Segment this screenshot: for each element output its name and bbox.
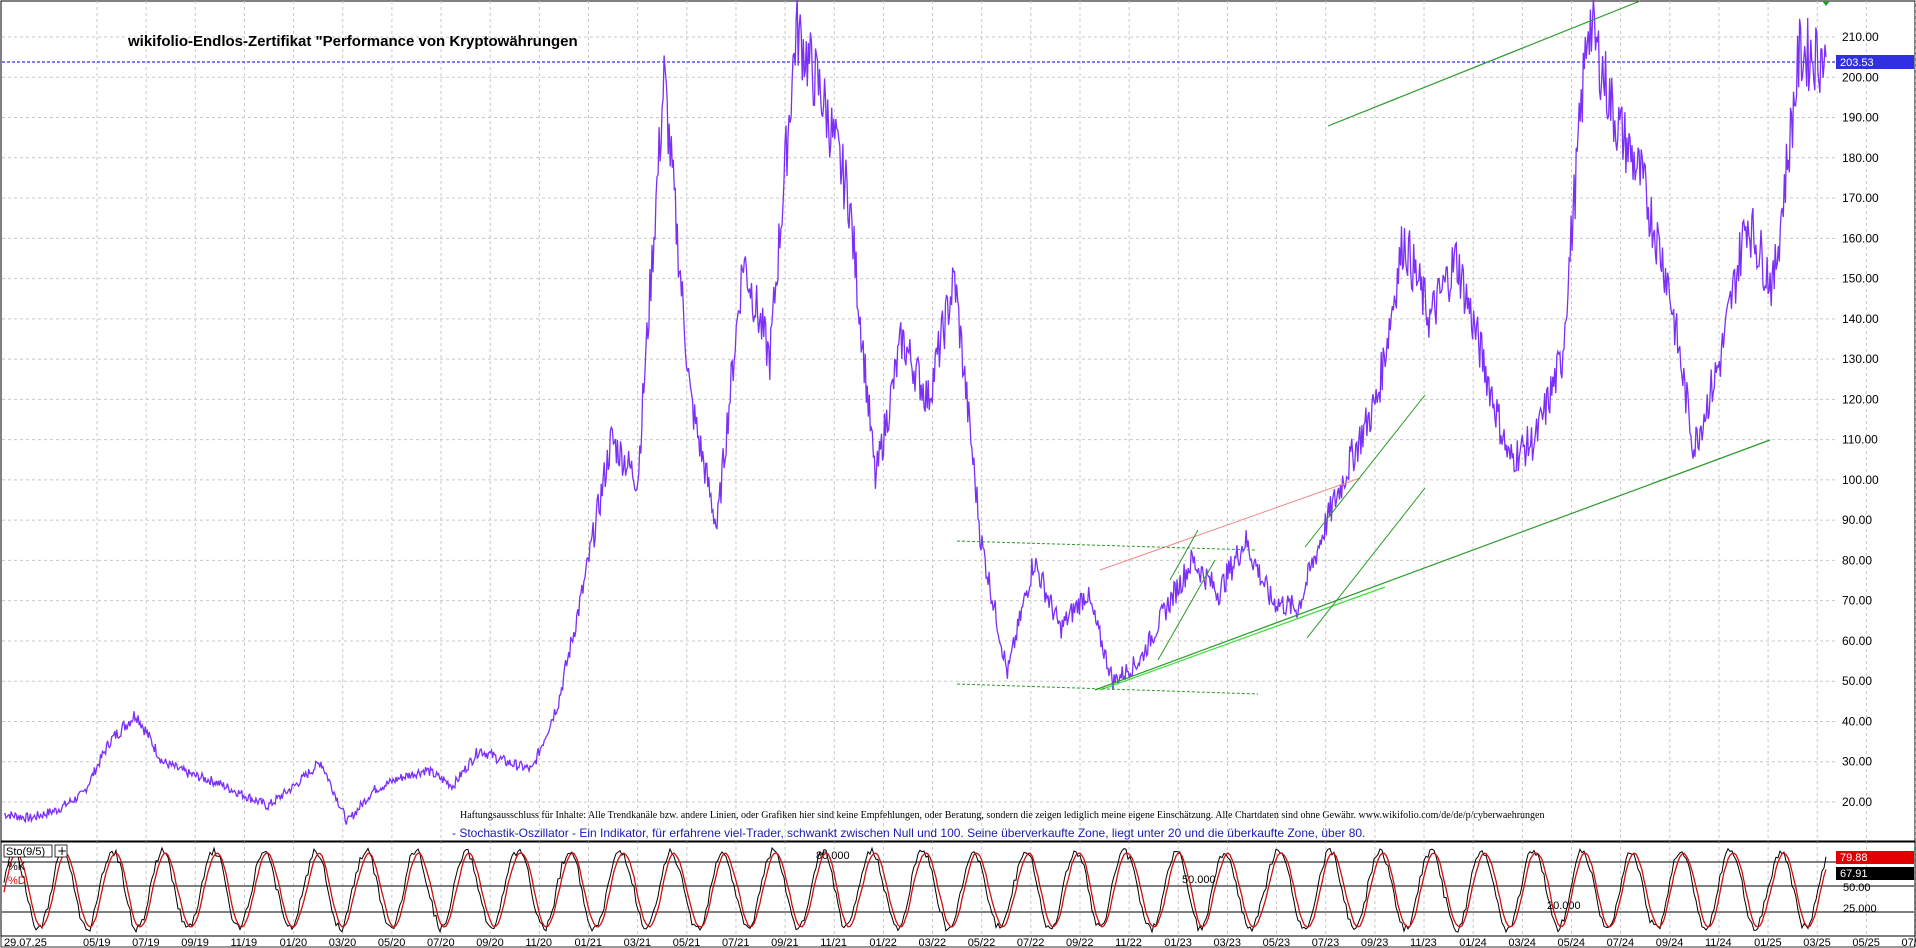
x-tick-label: 07/21 <box>722 937 750 948</box>
x-tick-label: 07/25 <box>1902 937 1916 948</box>
x-tick-label: 09/20 <box>476 937 504 948</box>
trendline-resistance-red <box>1099 477 1361 571</box>
x-tick-label: 11/20 <box>525 937 552 948</box>
y-tick-label: 210.00 <box>1842 30 1879 44</box>
plus-icon: + <box>57 844 67 858</box>
stoch-d-legend: %D <box>8 875 26 887</box>
x-tick-label: 11/21 <box>820 937 847 948</box>
y-tick-label: 100.00 <box>1842 473 1879 487</box>
x-tick-label: 05/25 <box>1852 937 1880 948</box>
trendline-range-bottom <box>956 683 1259 695</box>
trendline-upper-channel <box>1327 0 1641 127</box>
current-price-badge <box>1836 55 1914 69</box>
stoch-d-line <box>3 852 1827 928</box>
stoch-axis-mid: 50.00 <box>1843 882 1871 894</box>
trendline-channel-a-upper <box>1169 529 1199 581</box>
y-tick-label: 130.00 <box>1842 352 1879 366</box>
trendline-lower-channel <box>1094 439 1771 691</box>
stoch-axis-low: 25.000 <box>1843 903 1877 915</box>
x-tick-label: 11/22 <box>1115 937 1142 948</box>
price-panel <box>0 0 1916 842</box>
x-tick-label: 05/23 <box>1263 937 1291 948</box>
stoch-d-badge <box>1836 851 1914 864</box>
x-tick-label: 03/20 <box>329 937 357 948</box>
y-tick-label: 60.00 <box>1842 634 1872 648</box>
y-tick-label: 40.00 <box>1842 714 1872 728</box>
x-tick-label: 11/23 <box>1410 937 1437 948</box>
x-tick-label: 09/24 <box>1656 937 1684 948</box>
y-tick-label: 90.00 <box>1842 513 1872 527</box>
x-tick-label: 07/20 <box>427 937 455 948</box>
x-tick-label: 03/21 <box>624 937 652 948</box>
time-axis-panel <box>0 935 1916 948</box>
chart-title: wikifolio-Endlos-Zertifikat "Performance… <box>127 33 578 50</box>
disclaimer-text: Haftungsausschluss für Inhalte: Alle Tre… <box>460 810 1545 821</box>
x-tick-label: 01/21 <box>575 937 603 948</box>
trendlines <box>956 0 1771 695</box>
x-tick-label: 07/23 <box>1312 937 1340 948</box>
y-tick-label: 20.00 <box>1842 795 1872 809</box>
trendline-channel-b-lower <box>1306 487 1426 639</box>
x-tick-label: 05/21 <box>673 937 701 948</box>
x-tick-label: 09/22 <box>1066 937 1094 948</box>
stoch-k-legend: %K <box>8 861 26 873</box>
y-tick-label: 80.00 <box>1842 553 1872 567</box>
price-series-line <box>3 0 1827 825</box>
x-tick-label: 03/24 <box>1508 937 1536 948</box>
stoch-label-box <box>3 844 53 858</box>
y-axis: 210.00 200.00 190.00 180.00 170.00 160.00 150.… <box>1842 30 1879 809</box>
x-tick-label: 05/24 <box>1558 937 1586 948</box>
x-tick-label: 01/24 <box>1459 937 1487 948</box>
x-axis: 29.07.25 05/19 07/19 09/19 11/19 01/20 03/20 05… <box>4 937 1916 948</box>
x-tick-label: 05/19 <box>83 937 111 948</box>
y-tick-label: 200.00 <box>1842 70 1879 84</box>
stochastic-note: - Stochastik-Oszillator - Ein Indikator,… <box>452 826 1365 840</box>
current-price-label: 203.53 <box>1840 57 1874 69</box>
x-tick-label: 11/24 <box>1705 937 1732 948</box>
y-tick-label: 170.00 <box>1842 191 1879 205</box>
x-tick-label: 29.07.25 <box>4 937 47 948</box>
stoch-d-value: 79.88 <box>1840 852 1868 864</box>
y-tick-label: 120.00 <box>1842 392 1879 406</box>
x-tick-label: 01/25 <box>1754 937 1782 948</box>
trendline-channel-a-lower <box>1157 559 1216 661</box>
x-tick-label: 03/25 <box>1803 937 1831 948</box>
x-tick-label: 11/19 <box>230 937 257 948</box>
x-tick-label: 03/22 <box>919 937 947 948</box>
x-tick-label: 09/19 <box>181 937 209 948</box>
x-tick-label: 07/22 <box>1017 937 1045 948</box>
y-tick-label: 180.00 <box>1842 151 1879 165</box>
y-tick-label: 50.00 <box>1842 674 1872 688</box>
x-tick-label: 05/20 <box>378 937 406 948</box>
x-tick-label: 05/22 <box>968 937 996 948</box>
stoch-k-badge <box>1836 867 1914 880</box>
x-tick-label: 01/22 <box>869 937 897 948</box>
y-tick-label: 150.00 <box>1842 272 1879 286</box>
stoch-level-80-label: 80.000 <box>816 850 850 862</box>
y-tick-label: 140.00 <box>1842 312 1879 326</box>
x-tick-label: 07/24 <box>1607 937 1635 948</box>
stoch-expand-button[interactable] <box>54 844 68 858</box>
stoch-k-value: 67.91 <box>1840 868 1868 880</box>
x-tick-label: 03/23 <box>1213 937 1241 948</box>
x-tick-label: 09/23 <box>1361 937 1389 948</box>
x-tick-label: 01/23 <box>1164 937 1192 948</box>
x-tick-label: 07/19 <box>132 937 160 948</box>
y-tick-label: 160.00 <box>1842 231 1879 245</box>
y-tick-label: 30.00 <box>1842 755 1872 769</box>
stoch-k-line <box>3 846 1827 934</box>
y-tick-label: 110.00 <box>1842 433 1878 447</box>
stoch-label: Sto(9/5) <box>6 846 45 858</box>
trendline-support-light <box>1099 586 1386 691</box>
stoch-level-20-label: 20.000 <box>1547 900 1581 912</box>
up-arrow-icon <box>1822 1 1830 6</box>
x-tick-label: 01/20 <box>280 937 308 948</box>
x-tick-label: 09/21 <box>771 937 799 948</box>
trendline-channel-b-upper <box>1304 394 1426 548</box>
y-tick-label: 70.00 <box>1842 594 1872 608</box>
y-tick-label: 190.00 <box>1842 111 1879 125</box>
